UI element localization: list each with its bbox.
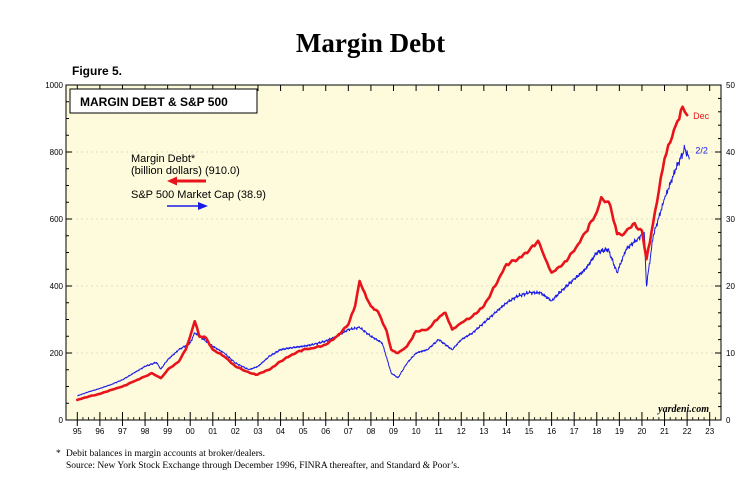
x-tick-label: 08: [366, 427, 375, 436]
x-tick-label: 22: [683, 427, 692, 436]
legend-margin-line2: (billion dollars) (910.0): [131, 165, 240, 177]
margin-end-label: Dec: [693, 111, 710, 121]
legend-sp500-arrow: [167, 202, 208, 210]
x-tick-label: 07: [344, 427, 353, 436]
x-tick-label: 04: [276, 427, 285, 436]
figure-label: Figure 5.: [72, 64, 123, 78]
right-tick-label: 10: [726, 349, 735, 358]
right-tick-label: 30: [726, 215, 735, 224]
left-tick-label: 800: [50, 148, 64, 157]
right-tick-label: 50: [726, 81, 735, 90]
left-tick-label: 600: [50, 215, 64, 224]
footnote-marker: *: [56, 449, 61, 459]
left-tick-label: 0: [59, 416, 64, 425]
x-tick-label: 14: [502, 427, 511, 436]
right-tick-label: 40: [726, 148, 735, 157]
right-tick-label: 20: [726, 282, 735, 291]
right-axis: 0 10 20 30 40 50: [715, 81, 735, 425]
x-tick-label: 13: [479, 427, 488, 436]
plot-frame: [65, 84, 722, 421]
x-tick-label: 19: [615, 427, 624, 436]
x-tick-label: 98: [141, 427, 150, 436]
legend-margin-line1: Margin Debt*: [131, 153, 196, 165]
x-tick-label: 17: [570, 427, 579, 436]
x-tick-label: 96: [95, 427, 104, 436]
series-group: Dec 2/2: [75, 105, 710, 402]
margin-debt-line: [75, 105, 689, 402]
x-tick-label: 20: [637, 427, 646, 436]
x-tick-label: 18: [592, 427, 601, 436]
sp500-line: [77, 144, 690, 397]
x-tick-label: 00: [186, 427, 195, 436]
x-tick-label: 06: [321, 427, 330, 436]
right-tick-label: 0: [726, 416, 731, 425]
source-text: Source: New York Stock Exchange through …: [66, 461, 460, 471]
x-tick-label: 01: [208, 427, 217, 436]
plot-background: [66, 85, 721, 420]
sp500-end-label: 2/2: [695, 145, 708, 155]
x-tick-label: 95: [73, 427, 82, 436]
watermark: yardeni.com: [657, 404, 709, 415]
legend-margin-arrow: [167, 176, 206, 186]
left-tick-label: 1000: [45, 81, 63, 90]
x-tick-label: 02: [231, 427, 240, 436]
page-title: Margin Debt: [295, 28, 446, 58]
x-tick-label: 05: [299, 427, 308, 436]
x-tick-label: 23: [705, 427, 714, 436]
x-tick-label: 09: [389, 427, 398, 436]
x-tick-label: 03: [254, 427, 263, 436]
chart-title: MARGIN DEBT & S&P 500: [80, 95, 228, 109]
left-tick-label: 400: [50, 282, 64, 291]
grid-lines: [66, 151, 721, 354]
x-tick-label: 11: [435, 427, 444, 436]
x-tick-label: 99: [163, 427, 172, 436]
x-tick-label: 12: [457, 427, 466, 436]
x-axis: 95 96 97 98 99 00 01 02 03 04 05 06 07 08 09 10 11 12 13 14…: [73, 85, 716, 436]
x-tick-label: 97: [118, 427, 127, 436]
x-tick-label: 15: [525, 427, 534, 436]
chart-title-box: [69, 88, 258, 114]
x-tick-label: 10: [412, 427, 421, 436]
x-tick-label: 16: [547, 427, 556, 436]
footnote-text: Debit balances in margin accounts at bro…: [66, 449, 265, 459]
x-tick-label: 21: [660, 427, 669, 436]
left-tick-label: 200: [50, 349, 64, 358]
legend-sp500: S&P 500 Market Cap (38.9): [131, 189, 266, 201]
